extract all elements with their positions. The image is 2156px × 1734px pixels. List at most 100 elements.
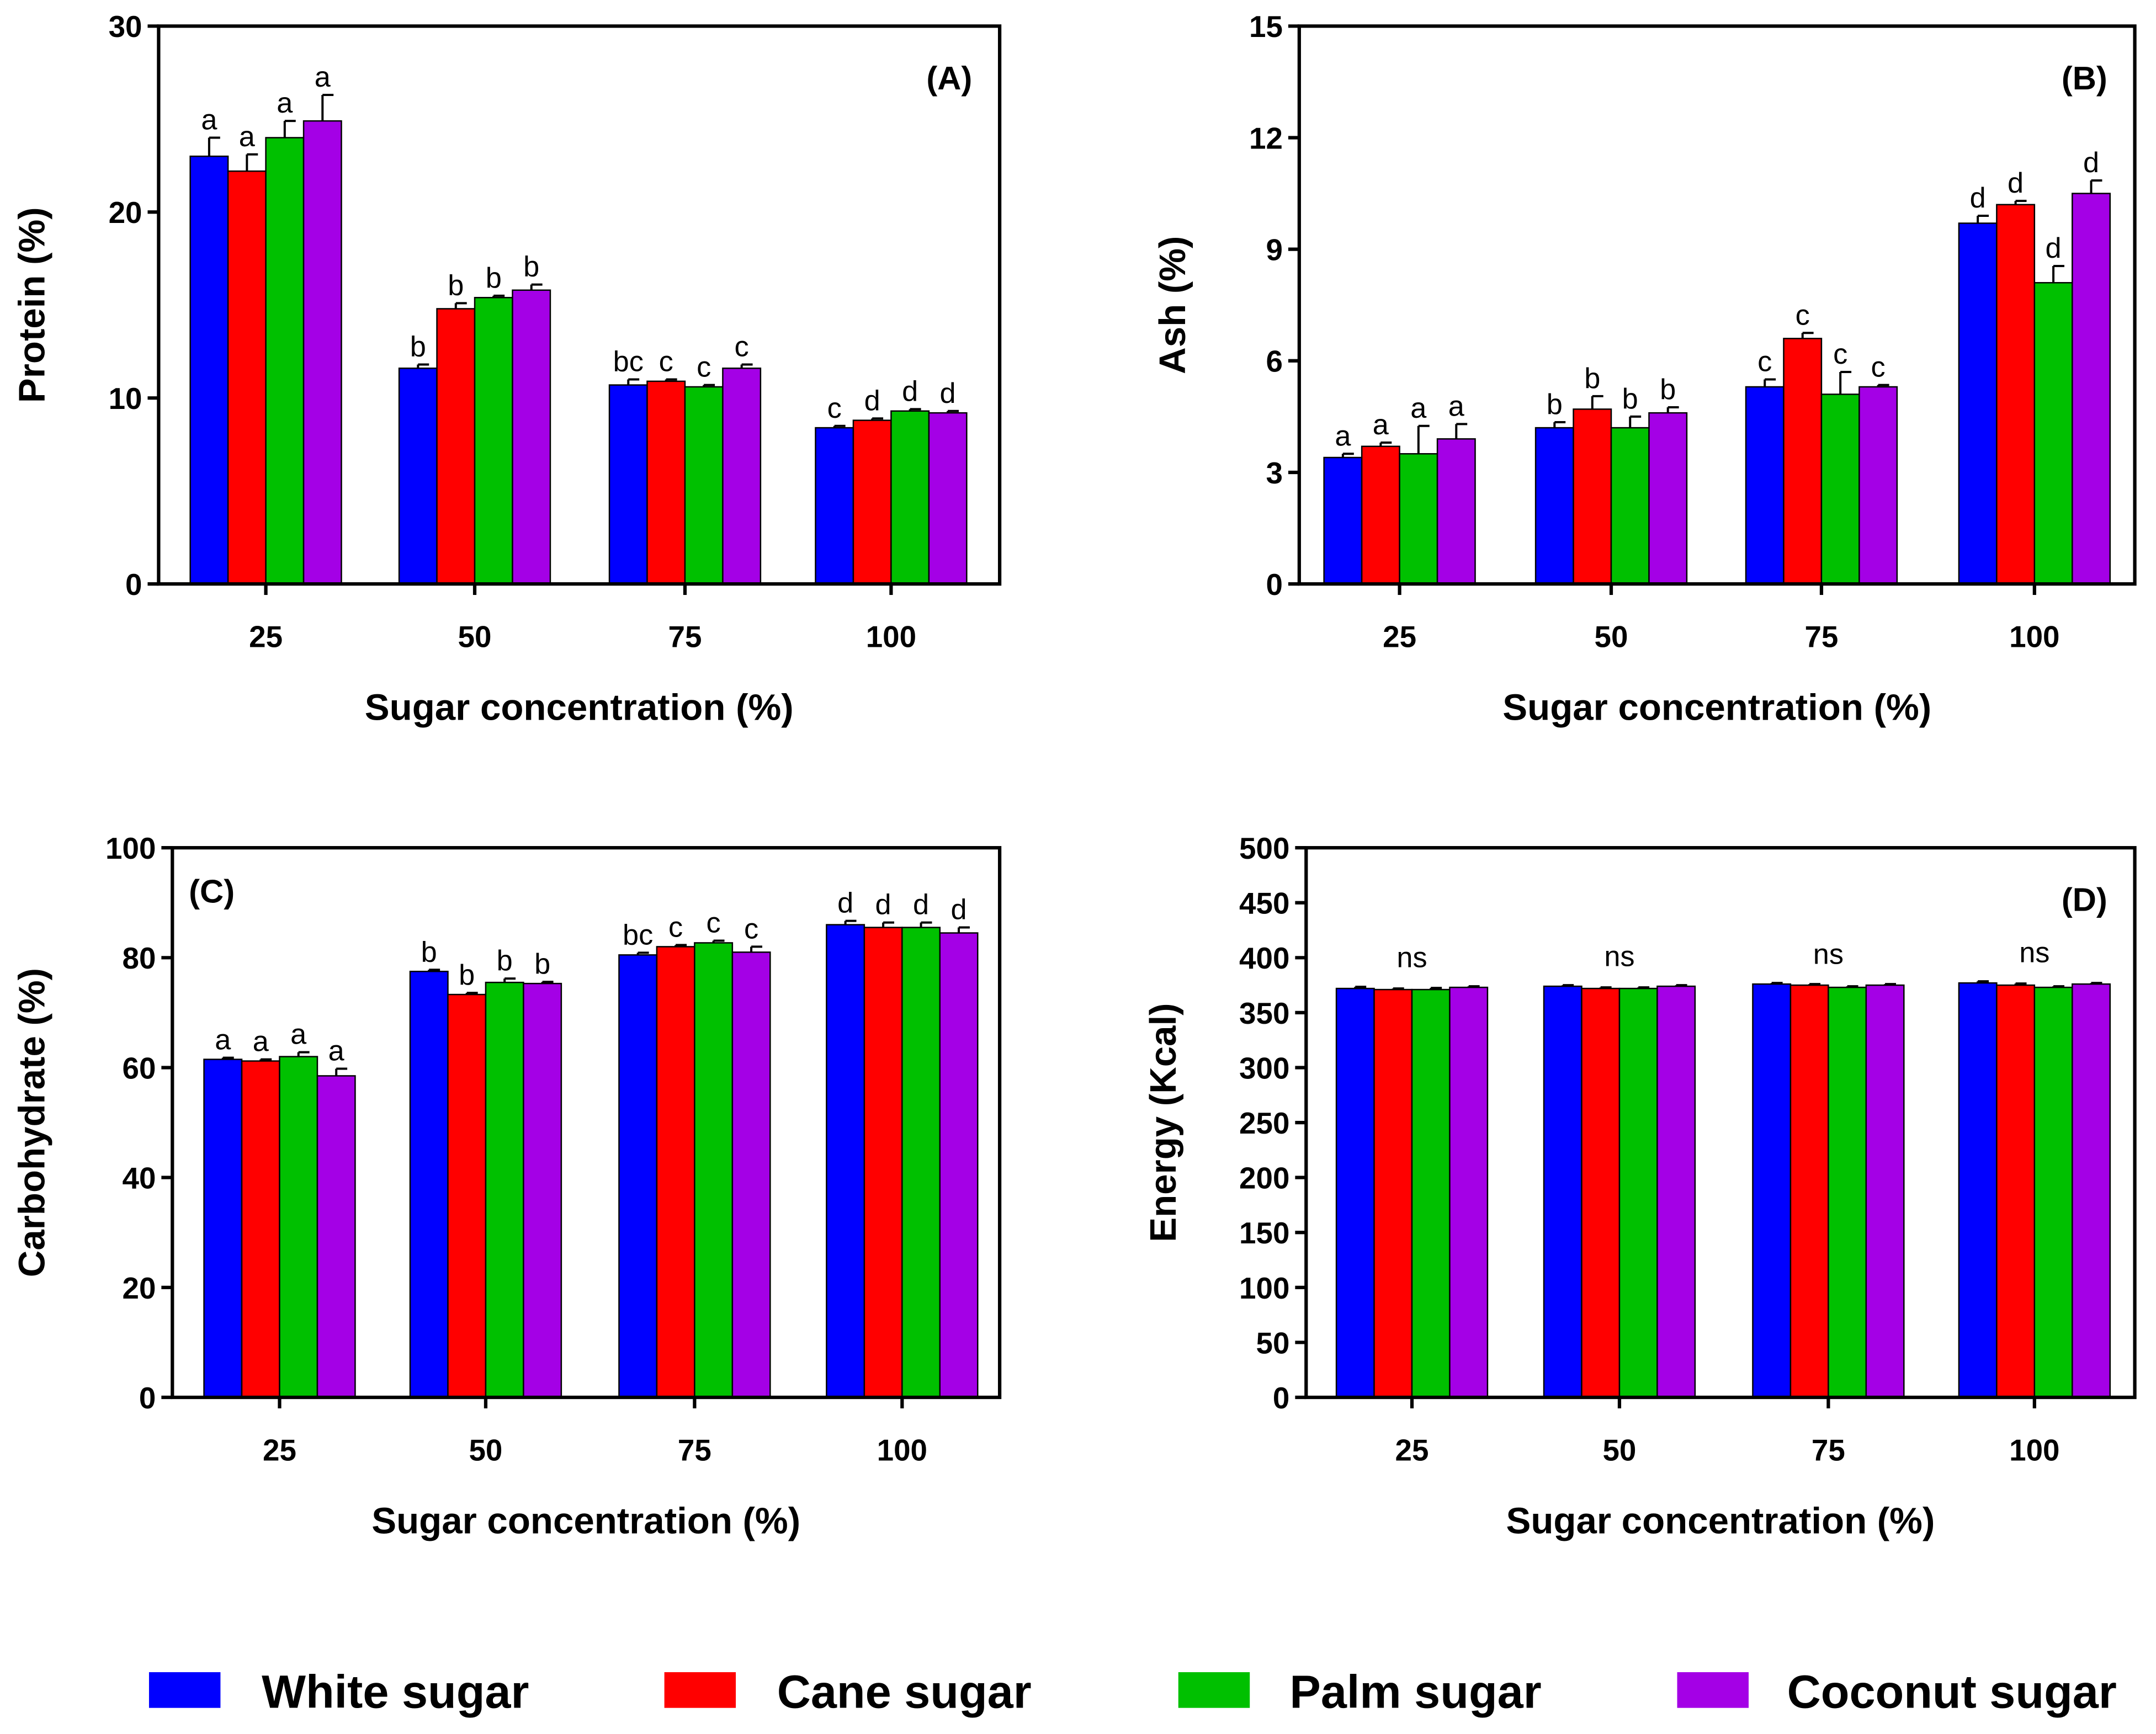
significance-letter: d	[940, 377, 956, 409]
plot-frame	[1297, 24, 2137, 586]
y-tick-label: 0	[139, 1381, 156, 1415]
bar	[1534, 427, 1574, 585]
y-tick-label: 100	[105, 831, 156, 865]
y-axis-label: Ash (%)	[1152, 236, 1193, 374]
y-axis-label: Carbohydrate (%)	[12, 968, 53, 1277]
y-tick-label: 100	[1239, 1271, 1289, 1305]
y-tick-label: 200	[1239, 1161, 1289, 1195]
bar	[1958, 982, 1998, 1398]
significance-letter: bc	[623, 919, 653, 951]
significance-letter: a	[253, 1026, 269, 1058]
y-tick-label: 50	[1256, 1326, 1289, 1360]
y-tick-label: 10	[109, 381, 142, 416]
significance-letter: b	[523, 251, 539, 283]
bar	[826, 924, 865, 1398]
significance-letter: a	[290, 1019, 307, 1051]
bar	[1543, 985, 1583, 1398]
significance-letter: d	[913, 889, 929, 921]
bar	[203, 1059, 243, 1398]
bar	[1656, 985, 1696, 1398]
significance-letter: b	[486, 262, 502, 294]
y-tick-label: 400	[1239, 941, 1289, 975]
x-tick-label: 25	[1383, 620, 1416, 654]
significance-letter: b	[421, 936, 437, 968]
x-tick-label: 100	[866, 620, 916, 654]
y-tick-label: 450	[1239, 886, 1289, 921]
bar	[656, 946, 695, 1398]
bar	[398, 368, 438, 585]
bar	[2033, 282, 2073, 585]
x-tick-label: 75	[678, 1433, 711, 1467]
bar	[1958, 222, 1998, 585]
bar	[1361, 445, 1400, 585]
x-axis-label: Sugar concentration (%)	[371, 1501, 800, 1542]
significance-letter: d	[864, 385, 880, 417]
significance-letter: b	[1622, 383, 1638, 415]
panel-label: (C)	[189, 873, 235, 910]
y-axis-label: Energy (Kcal)	[1143, 1003, 1184, 1242]
significance-letter: a	[277, 87, 293, 119]
bar	[1610, 427, 1650, 585]
significance-letter: c	[668, 911, 683, 943]
x-tick-label: 50	[1602, 1433, 1636, 1467]
y-tick-label: 80	[122, 941, 156, 975]
bar	[684, 386, 724, 585]
bar	[1436, 438, 1476, 585]
significance-letter: a	[1373, 409, 1389, 441]
plot-frame	[171, 846, 1002, 1400]
bar	[646, 380, 686, 585]
bar	[1573, 408, 1612, 585]
panel-label: (D)	[2062, 881, 2107, 918]
x-tick-label: 100	[2009, 620, 2059, 654]
x-tick-label: 25	[1395, 1433, 1429, 1467]
x-tick-label: 25	[263, 1433, 296, 1467]
plot-frame	[157, 24, 1002, 586]
y-tick-label: 0	[1273, 1381, 1289, 1415]
chart-panel-d: ns ns ns ns 0 50 100 150 200 250 300 350 400 450 500 25…	[1143, 831, 2137, 1542]
x-tick-label: 25	[249, 620, 283, 654]
legend-item: White sugar	[148, 1666, 529, 1718]
bar	[694, 942, 734, 1398]
legend-item: Cane sugar	[664, 1666, 1032, 1718]
bar	[1752, 983, 1792, 1398]
x-tick-label: 100	[877, 1433, 927, 1467]
x-tick-label: 75	[668, 620, 702, 654]
legend-item: Coconut sugar	[1677, 1666, 2117, 1718]
y-axis-label: Protein (%)	[12, 207, 53, 403]
bar	[928, 412, 968, 585]
significance-letter: a	[239, 121, 256, 153]
significance-letter: bc	[613, 346, 644, 378]
significance-letter: d	[875, 889, 891, 921]
significance-letter: d	[1970, 182, 1986, 214]
significance-letter: b	[534, 948, 550, 980]
bar	[618, 954, 658, 1398]
legend-swatch	[1178, 1672, 1250, 1708]
significance-letter: c	[1757, 346, 1772, 378]
y-tick-label: 30	[109, 9, 142, 44]
bar	[731, 951, 771, 1398]
bar	[1865, 984, 1905, 1398]
significance-letter: a	[201, 104, 217, 136]
significance-letter: a	[215, 1024, 231, 1056]
significance-letter: d	[2008, 167, 2024, 199]
y-tick-label: 20	[109, 195, 142, 230]
bar	[474, 296, 513, 585]
y-tick-label: 60	[122, 1051, 156, 1085]
significance-letter: c	[659, 346, 673, 378]
legend-item: Palm sugar	[1178, 1666, 1542, 1718]
y-tick-label: 0	[125, 567, 142, 602]
panel-label: (A)	[926, 60, 972, 97]
significance-letter: b	[459, 959, 475, 991]
significance-letter: d	[950, 894, 967, 926]
y-tick-label: 350	[1239, 996, 1289, 1030]
bar	[1335, 987, 1375, 1398]
y-tick-label: 3	[1266, 456, 1282, 490]
significance-letter: b	[410, 331, 426, 363]
significance-letter: c	[735, 331, 749, 363]
bar	[852, 419, 892, 585]
significance-label: ns	[1396, 942, 1427, 974]
significance-letter: c	[744, 913, 758, 945]
bar	[1789, 984, 1829, 1398]
